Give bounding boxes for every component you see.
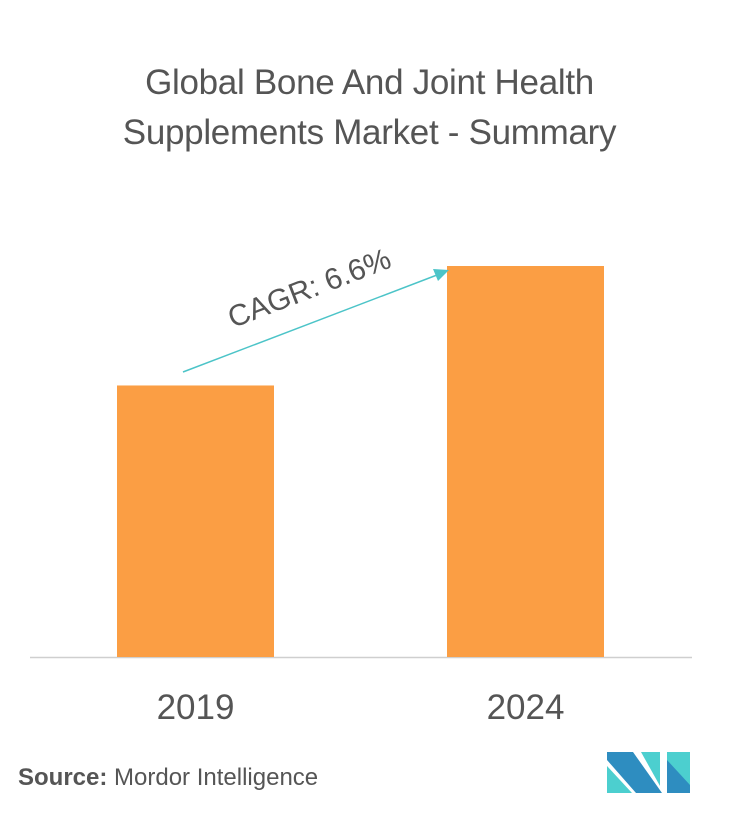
- bar-2019: [117, 385, 274, 657]
- mordor-logo-icon: [607, 752, 690, 793]
- chart-title-line-1: Global Bone And Joint Health: [145, 63, 594, 102]
- source-note: Source: Mordor Intelligence: [18, 764, 318, 792]
- cagr-arrow-head-icon: [433, 269, 449, 281]
- bar-2024: [447, 266, 604, 657]
- chart-title-line-2: Supplements Market - Summary: [122, 113, 617, 152]
- cagr-arrow-line: [182, 274, 438, 373]
- cagr-annotation: CAGR: 6.6%: [223, 242, 395, 334]
- chart-title: Global Bone And Joint Health Supplements…: [0, 58, 739, 158]
- source-label: Source:: [18, 764, 108, 791]
- x-tick-label-2019: 2019: [157, 688, 235, 727]
- x-tick-label-2024: 2024: [487, 688, 565, 727]
- source-text: Mordor Intelligence: [114, 764, 319, 791]
